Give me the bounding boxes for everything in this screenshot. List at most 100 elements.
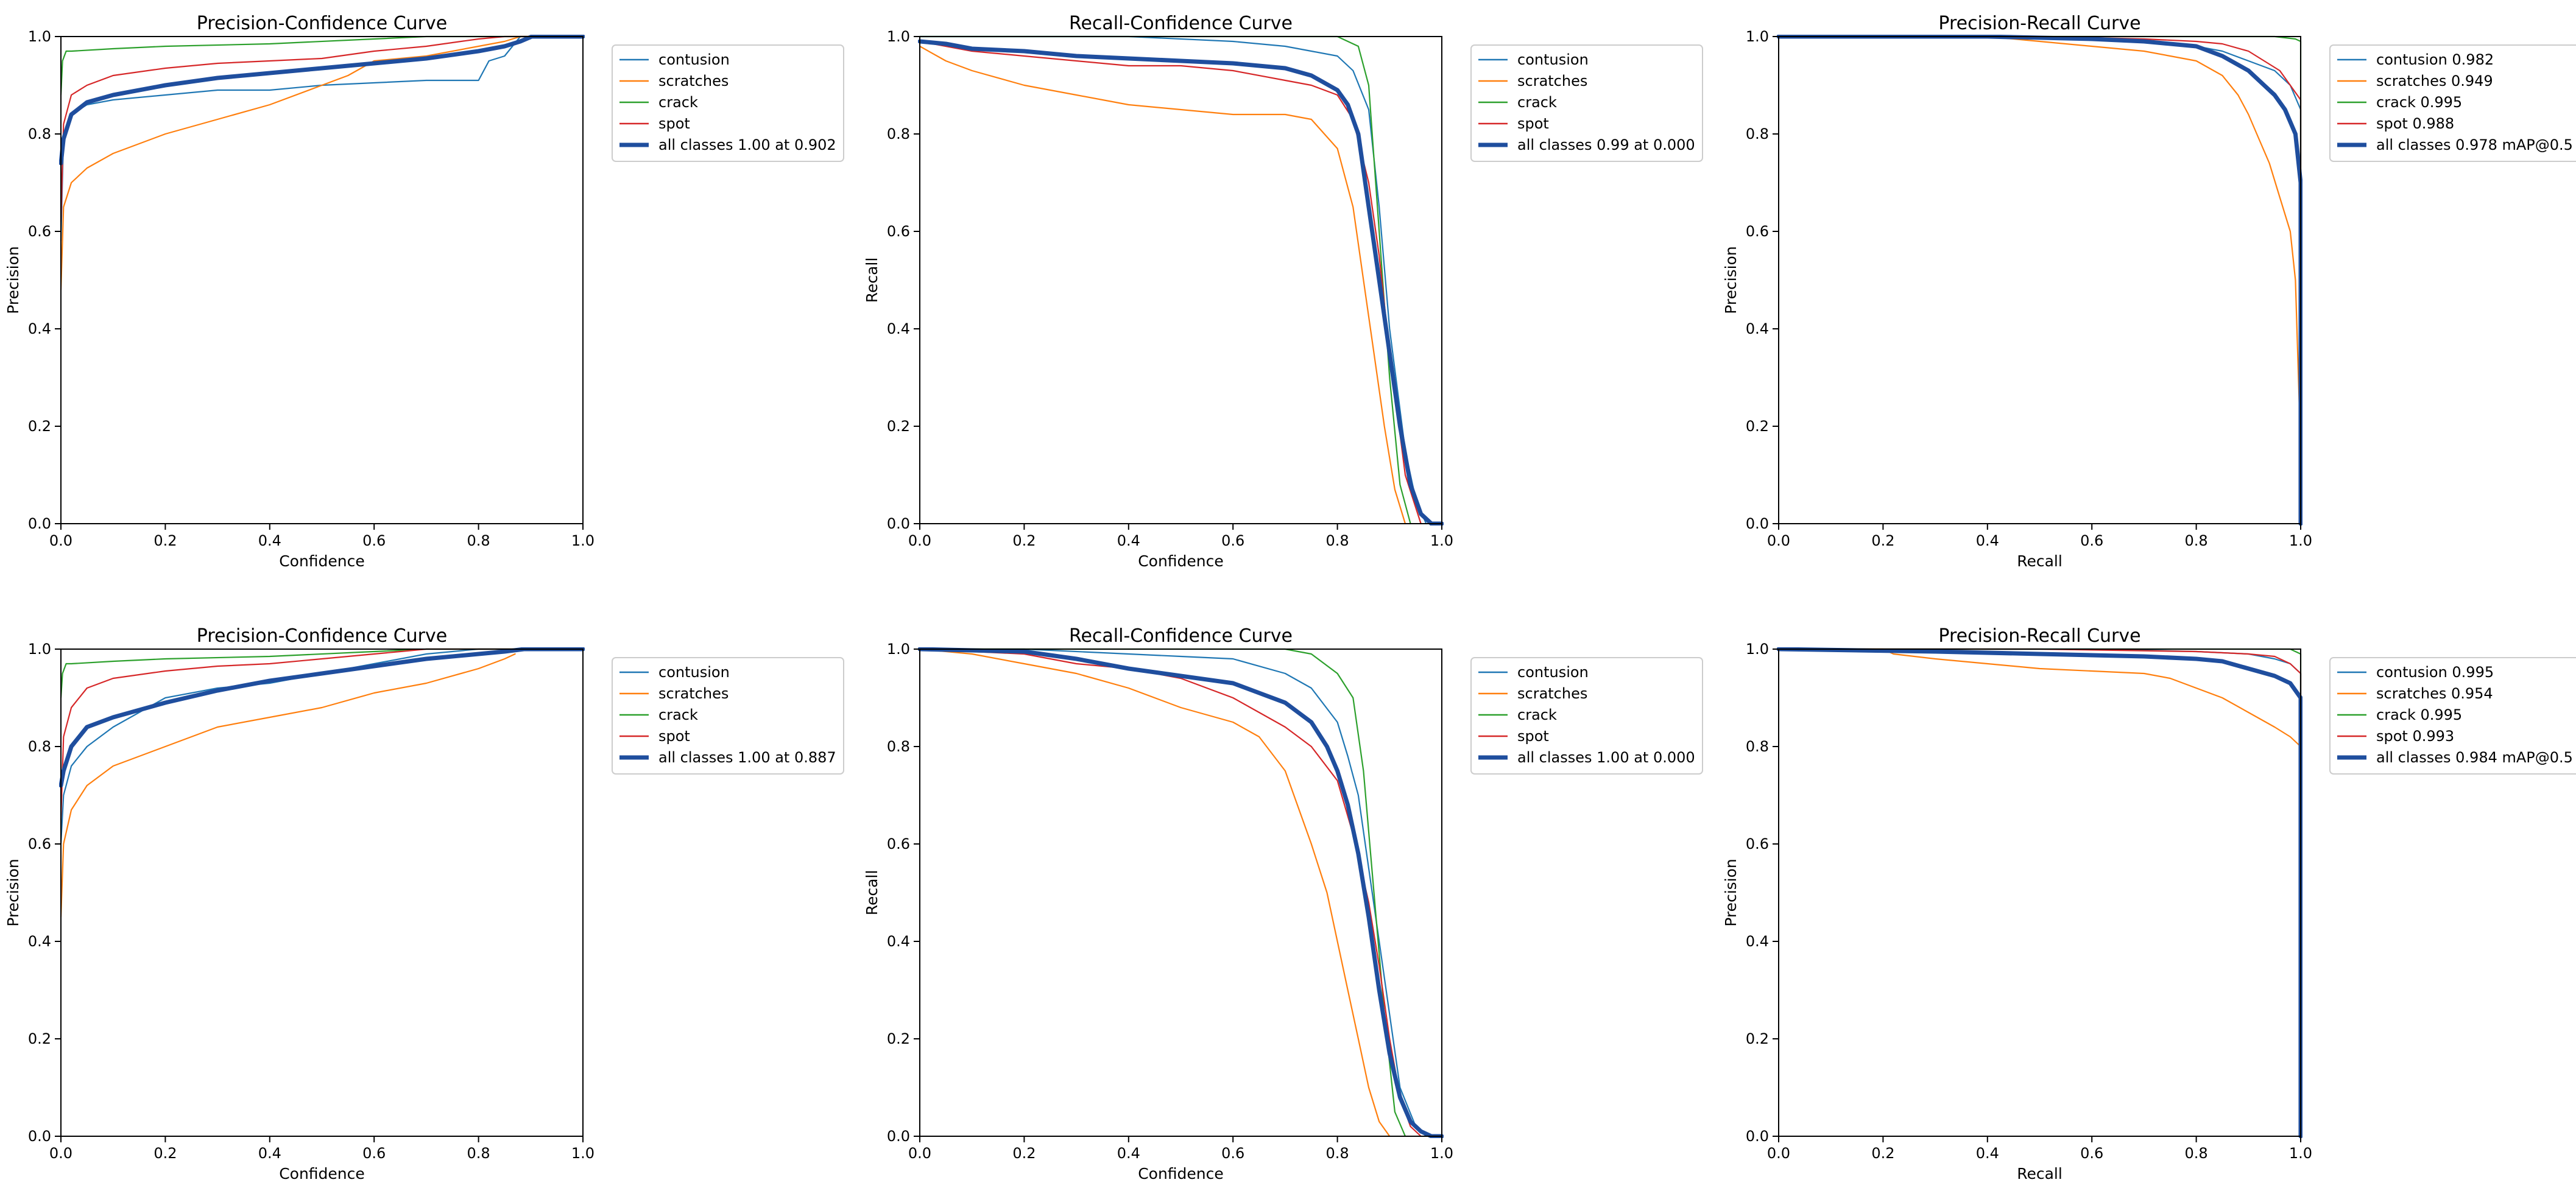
series-line-crack (1777, 35, 2302, 525)
series-line-scratches (919, 45, 1406, 525)
legend-label-all: all classes 1.00 at 0.902 (658, 136, 836, 153)
series-line-all (59, 35, 585, 166)
chart-title: Recall-Confidence Curve (1069, 13, 1293, 34)
x-tick-label: 0.2 (154, 1145, 177, 1162)
axes-frame (919, 36, 1442, 524)
y-axis-label: Precision (1722, 859, 1740, 927)
legend-box (2329, 44, 2576, 162)
x-tick-label: 0.2 (1871, 1145, 1894, 1162)
legend-box (612, 44, 844, 162)
x-axis-label: Confidence (1138, 1165, 1224, 1183)
x-tick-label: 0.2 (154, 532, 177, 549)
series-line-crack (1777, 648, 2302, 1137)
series-line-spot (60, 35, 584, 223)
legend-label-all: all classes 1.00 at 0.000 (1517, 749, 1695, 766)
x-axis-label: Recall (2017, 552, 2063, 570)
x-tick-label: 1.0 (2289, 1145, 2312, 1162)
series-line-scratches (60, 35, 584, 291)
x-tick-label: 0.8 (467, 532, 490, 549)
series-line-spot (1777, 648, 2302, 1137)
series-line-contusion (919, 648, 1427, 1137)
axes-frame (1778, 36, 2301, 524)
y-axis-label: Precision (1722, 246, 1740, 314)
legend-label-scratches: scratches (658, 72, 729, 90)
y-tick-label: 1.0 (887, 641, 910, 658)
series-line-all (59, 647, 585, 788)
legend: contusion scratches crack spot all classes 1… (612, 657, 844, 775)
series-line-scratches (1777, 35, 2302, 525)
series-line-all (918, 39, 1444, 525)
x-tick-label: 0.2 (1871, 532, 1894, 549)
legend-label-scratches: scratches 0.954 (2376, 685, 2493, 702)
chart-title: Precision-Confidence Curve (197, 13, 447, 34)
series-line-crack (919, 35, 1411, 525)
legend-label-spot: spot (1517, 728, 1549, 745)
legend-label-all: all classes 0.978 mAP@0.5 (2376, 136, 2573, 153)
axes-frame (60, 648, 584, 1137)
y-tick-label: 0.6 (887, 223, 910, 240)
chart-1: Precision-Confidence Curve 0.0 0.2 0.4 0.6 0.… (4, 13, 844, 570)
y-tick-label: 1.0 (28, 28, 51, 45)
legend-box (1470, 44, 1703, 162)
y-tick-label: 0.2 (1746, 1030, 1769, 1047)
x-axis-label: Confidence (279, 552, 365, 570)
y-tick-label: 0.2 (28, 1030, 51, 1047)
x-tick-label: 0.6 (362, 532, 386, 549)
legend: contusion scratches crack spot all classes 0… (1470, 44, 1703, 162)
series-line-spot (919, 40, 1422, 525)
y-tick-label: 0.2 (28, 418, 51, 435)
series-line-spot (1777, 35, 2302, 525)
x-tick-label: 1.0 (1430, 1145, 1453, 1162)
x-tick-label: 0.2 (1012, 532, 1036, 549)
legend-box (612, 657, 844, 775)
x-tick-label: 0.0 (1767, 1145, 1790, 1162)
plot-area (59, 35, 585, 291)
y-tick-label: 0.0 (28, 1128, 51, 1145)
legend-label-spot: spot (658, 115, 690, 132)
x-tick-label: 0.0 (1767, 532, 1790, 549)
y-axis-label: Precision (4, 246, 22, 314)
legend-box (2329, 657, 2576, 775)
series-line-spot (60, 648, 584, 821)
x-tick-label: 0.4 (1117, 532, 1140, 549)
y-tick-label: 0.4 (28, 320, 51, 337)
x-tick-label: 0.8 (467, 1145, 490, 1162)
legend-label-contusion: contusion (1517, 664, 1589, 681)
legend-label-all: all classes 1.00 at 0.887 (658, 749, 836, 766)
x-tick-label: 0.6 (362, 1145, 386, 1162)
y-tick-label: 0.6 (887, 835, 910, 852)
y-tick-label: 0.4 (1746, 320, 1769, 337)
legend: contusion scratches crack spot all classes 1… (612, 44, 844, 162)
legend-label-contusion: contusion (658, 51, 730, 68)
plot-area (1777, 647, 2303, 1138)
series-line-scratches (60, 653, 516, 918)
x-tick-label: 1.0 (1430, 532, 1453, 549)
legend-label-crack: crack 0.995 (2376, 94, 2462, 111)
legend-label-contusion: contusion (658, 664, 730, 681)
plot-area (918, 647, 1444, 1138)
legend-label-spot: spot (1517, 115, 1549, 132)
chart-5: Recall-Confidence Curve 0.0 0.2 0.4 0.6 0.8 1.… (863, 625, 1703, 1183)
plot-area (918, 35, 1444, 525)
y-axis-label: Recall (863, 870, 881, 916)
x-tick-label: 0.4 (258, 1145, 281, 1162)
series-line-crack (60, 648, 584, 699)
x-tick-label: 0.0 (908, 532, 931, 549)
legend-label-crack: crack (658, 706, 698, 723)
x-tick-label: 0.0 (49, 532, 72, 549)
x-tick-label: 0.4 (258, 532, 281, 549)
y-tick-label: 1.0 (1746, 641, 1769, 658)
x-tick-label: 1.0 (571, 1145, 595, 1162)
legend-label-crack: crack (658, 94, 698, 111)
x-tick-label: 0.6 (1221, 532, 1244, 549)
series-line-scratches (919, 648, 1391, 1137)
y-tick-label: 0.4 (887, 933, 910, 950)
y-tick-label: 0.8 (1746, 738, 1769, 755)
y-tick-label: 0.0 (887, 515, 910, 532)
series-line-contusion (60, 648, 584, 845)
legend-label-spot: spot (658, 728, 690, 745)
chart-title: Recall-Confidence Curve (1069, 625, 1293, 647)
axes-frame (60, 36, 584, 524)
x-tick-label: 0.6 (1221, 1145, 1244, 1162)
